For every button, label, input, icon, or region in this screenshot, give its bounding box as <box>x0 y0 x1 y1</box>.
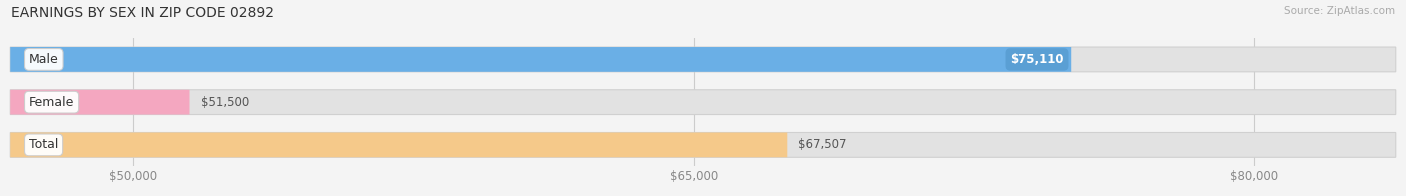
FancyBboxPatch shape <box>10 90 190 114</box>
Text: Female: Female <box>30 96 75 109</box>
Text: $75,110: $75,110 <box>1011 53 1064 66</box>
Text: $67,507: $67,507 <box>799 138 846 151</box>
Text: EARNINGS BY SEX IN ZIP CODE 02892: EARNINGS BY SEX IN ZIP CODE 02892 <box>11 6 274 20</box>
FancyBboxPatch shape <box>10 90 1396 114</box>
Text: Male: Male <box>30 53 59 66</box>
Text: $51,500: $51,500 <box>201 96 249 109</box>
FancyBboxPatch shape <box>10 47 1396 72</box>
FancyBboxPatch shape <box>10 132 1396 157</box>
Text: Total: Total <box>30 138 58 151</box>
FancyBboxPatch shape <box>10 47 1071 72</box>
FancyBboxPatch shape <box>10 132 787 157</box>
Text: Source: ZipAtlas.com: Source: ZipAtlas.com <box>1284 6 1395 16</box>
